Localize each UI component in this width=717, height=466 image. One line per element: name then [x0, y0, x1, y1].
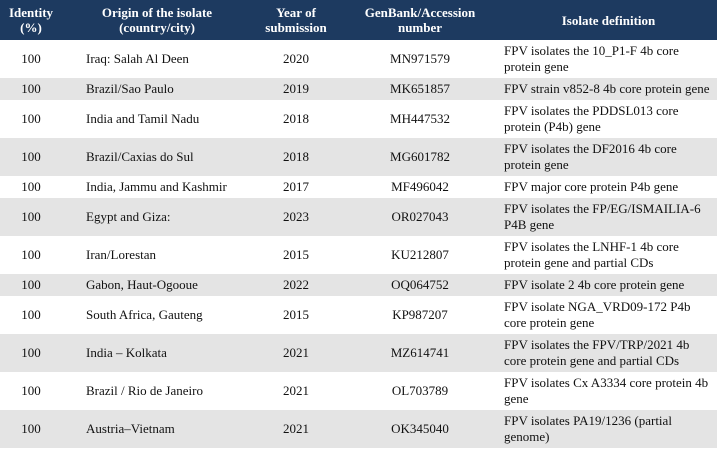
table-cell: FPV isolates the PDDSL013 core protein (… — [504, 103, 679, 134]
table-cell: 2021 — [252, 334, 340, 372]
table-cell: MN971579 — [390, 51, 450, 66]
table-cell: 2019 — [252, 78, 340, 100]
table-cell: 100 — [0, 198, 62, 236]
table-cell: South Africa, Gauteng — [86, 307, 203, 322]
table-cell: 2022 — [252, 274, 340, 296]
table-cell: 100 — [21, 51, 41, 66]
table-cell: 100 — [0, 78, 62, 100]
table-cell: OK345040 — [340, 410, 500, 448]
table-cell: FPV isolates the LNHF-1 4b core protein … — [504, 239, 679, 270]
table-cell: Iraq: Salah Al Deen — [86, 51, 189, 66]
header-cell: Year of submission — [252, 0, 340, 40]
table-row: 100 India – Kolkata 2021 MZ614741 FPV isolat… — [0, 334, 717, 372]
table-cell: 100 — [21, 111, 41, 126]
table-cell: Brazil / Rio de Janeiro — [86, 383, 203, 398]
table-row: 100 Brazil / Rio de Janeiro 2021 OL703789 FP… — [0, 372, 717, 410]
table-cell: Iran/Lorestan — [86, 247, 157, 262]
header-cell: Identity (%) — [0, 0, 62, 40]
table-cell: FPV isolates Cx A3334 core protein 4b ge… — [504, 375, 709, 406]
table-cell: MF496042 — [391, 179, 449, 194]
table-row: 100 Egypt and Giza: 2023 OR027043 FPV isolat… — [0, 198, 717, 236]
table-cell: 2015 — [283, 247, 309, 262]
table-cell: MZ614741 — [340, 334, 500, 372]
table-cell: MK651857 — [340, 78, 500, 100]
table-cell: FPV isolates the 10_P1-F 4b core protein… — [504, 43, 679, 74]
table-cell: FPV major core protein P4b gene — [504, 179, 679, 194]
table-cell: 100 — [21, 179, 41, 194]
table-cell: 2021 — [283, 383, 309, 398]
table-cell: 2020 — [283, 51, 309, 66]
table-cell: 2021 — [252, 410, 340, 448]
table-cell: Egypt and Giza: — [62, 198, 252, 236]
header-cell: GenBank/Accession number — [340, 0, 500, 40]
table-row: 100 South Africa, Gauteng 2015 KP987207 FPV … — [0, 296, 717, 334]
table-cell: 2015 — [283, 307, 309, 322]
table-cell: 2017 — [283, 179, 309, 194]
table-cell: Austria–Vietnam — [62, 410, 252, 448]
table-row: 100 India and Tamil Nadu 2018 MH447532 FPV i… — [0, 100, 717, 138]
header-row: Identity (%) Origin of the isolate (count… — [0, 0, 717, 40]
table-cell: FPV strain v852-8 4b core protein gene — [500, 78, 717, 100]
table-cell: India, Jammu and Kashmir — [86, 179, 227, 194]
table-header: Identity (%) Origin of the isolate (count… — [0, 0, 717, 40]
table-cell: FPV isolates the FPV/TRP/2021 4b core pr… — [500, 334, 717, 372]
table-row: 100 India, Jammu and Kashmir 2017 MF496042 F… — [0, 176, 717, 198]
table-cell: 100 — [0, 138, 62, 176]
table-cell: 100 — [0, 334, 62, 372]
table-cell: 2018 — [252, 138, 340, 176]
table-cell: India and Tamil Nadu — [86, 111, 200, 126]
data-table: Identity (%) Origin of the isolate (count… — [0, 0, 717, 448]
table-cell: KP987207 — [392, 307, 448, 322]
table-cell: 100 — [21, 383, 41, 398]
table-cell: FPV isolates the DF2016 4b core protein … — [500, 138, 717, 176]
table-cell: MG601782 — [340, 138, 500, 176]
header-cell: Isolate definition — [500, 0, 717, 40]
table-cell: 100 — [21, 307, 41, 322]
table-body: 100 Iraq: Salah Al Deen 2020 MN971579 FPV is… — [0, 40, 717, 448]
table-cell: Brazil/Caxias do Sul — [62, 138, 252, 176]
table-cell: Brazil/Sao Paulo — [62, 78, 252, 100]
table-cell: India – Kolkata — [62, 334, 252, 372]
table-cell: FPV isolates PA19/1236 (partial genome) — [500, 410, 717, 448]
table-row: 100 Brazil/Sao Paulo 2019 MK651857 FPV strai… — [0, 78, 717, 100]
table-row: 100 Austria–Vietnam 2021 OK345040 FPV isolat… — [0, 410, 717, 448]
table-cell: OQ064752 — [340, 274, 500, 296]
table-cell: FPV isolate 2 4b core protein gene — [500, 274, 717, 296]
table-cell: 2018 — [283, 111, 309, 126]
table-cell: FPV isolates the FP/EG/ISMAILIA-6 P4B ge… — [500, 198, 717, 236]
table-row: 100 Iran/Lorestan 2015 KU212807 FPV isolates… — [0, 236, 717, 274]
table-cell: 100 — [0, 274, 62, 296]
table-row: 100 Brazil/Caxias do Sul 2018 MG601782 FPV i… — [0, 138, 717, 176]
table-cell: FPV isolate NGA_VRD09-172 P4b core prote… — [504, 299, 691, 330]
table-cell: OL703789 — [391, 383, 449, 398]
header-cell: Origin of the isolate (country/city) — [62, 0, 252, 40]
table-cell: MH447532 — [390, 111, 450, 126]
table-cell: 100 — [0, 410, 62, 448]
table-row: 100 Iraq: Salah Al Deen 2020 MN971579 FPV is… — [0, 40, 717, 78]
table-cell: OR027043 — [340, 198, 500, 236]
table-cell: 2023 — [252, 198, 340, 236]
table-cell: KU212807 — [391, 247, 449, 262]
table-cell: Gabon, Haut-Ogooue — [62, 274, 252, 296]
table-cell: 100 — [21, 247, 41, 262]
table-row: 100 Gabon, Haut-Ogooue 2022 OQ064752 FPV iso… — [0, 274, 717, 296]
